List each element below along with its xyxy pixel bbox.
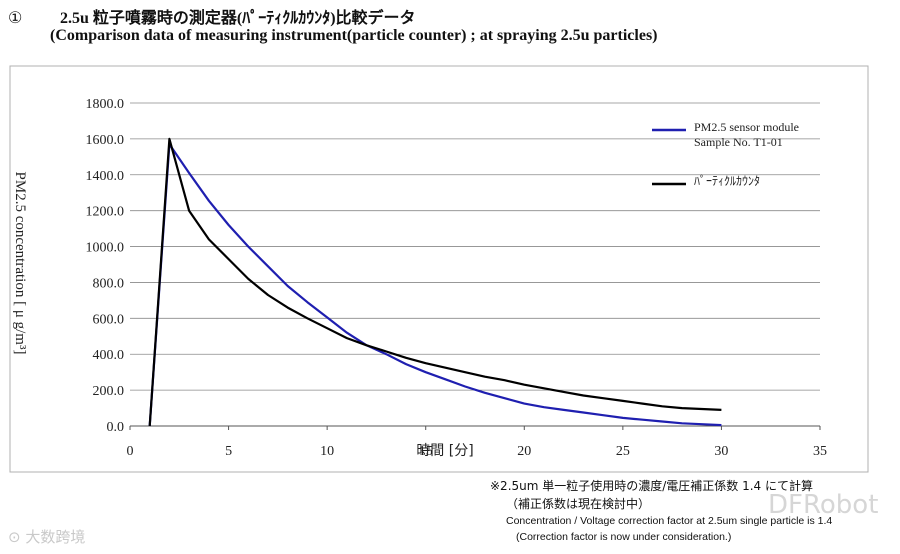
legend-label-0-1: Sample No. T1-01 [694, 135, 783, 149]
y-tick-label-4: 800.0 [93, 276, 125, 291]
x-tick-label-1: 5 [225, 444, 232, 459]
x-tick-label-3: 15 [419, 444, 433, 459]
series-line-0 [148, 143, 722, 427]
y-axis-label: PM2.5 concentration [ μ g/m³] [12, 172, 28, 355]
y-tick-label-6: 1200.0 [86, 205, 125, 220]
x-tick-label-5: 25 [616, 444, 630, 459]
y-tick-label-7: 1400.0 [86, 169, 125, 184]
watermark-left: ⊙ 大数跨境 [8, 526, 85, 547]
y-tick-label-3: 600.0 [93, 312, 125, 327]
x-tick-label-0: 0 [127, 444, 134, 459]
watermark-logo-icon: ⊙ [8, 528, 21, 546]
note-calc-en: Concentration / Voltage correction facto… [506, 515, 833, 527]
title-en: (Comparison data of measuring instrument… [50, 27, 658, 44]
title-jp: 2.5u 粒子噴霧時の測定器(ﾊﾟｰﾃｨｸﾙｶｳﾝﾀ)比較データ [60, 10, 416, 27]
note-consider-en: (Correction factor is now under consider… [516, 531, 732, 543]
legend-label-0-0: PM2.5 sensor module [694, 120, 799, 134]
watermark-right: DFRobot [768, 490, 879, 520]
y-tick-label-2: 400.0 [93, 348, 125, 363]
y-tick-label-8: 1600.0 [86, 133, 125, 148]
series-line-1 [148, 137, 722, 427]
legend-label-1-0: ﾊﾟｰﾃｨｸﾙｶｳﾝﾀ [694, 174, 760, 188]
y-tick-label-5: 1000.0 [86, 241, 125, 256]
chart-frame [9, 65, 869, 473]
x-tick-label-2: 10 [320, 444, 334, 459]
y-tick-label-0: 0.0 [107, 420, 125, 435]
x-axis-label: 時間 [分] [416, 443, 473, 459]
y-tick-label-1: 200.0 [93, 384, 125, 399]
note-calc-jp: ※2.5um 単一粒子使用時の濃度/電圧補正係数 1.4 にて計算 [490, 479, 814, 493]
x-tick-label-7: 35 [813, 444, 827, 459]
x-tick-label-6: 30 [714, 444, 728, 459]
watermark-left-text: 大数跨境 [25, 528, 86, 546]
chart-header-jp: ① 2.5u 粒子噴霧時の測定器(ﾊﾟｰﾃｨｸﾙｶｳﾝﾀ)比較データ [8, 4, 416, 28]
figure-number: ① [8, 10, 23, 27]
x-tick-label-4: 20 [517, 444, 531, 459]
note-consider-jp: （補正係数は現在検討中） [506, 497, 651, 511]
y-tick-label-9: 1800.0 [86, 97, 125, 112]
